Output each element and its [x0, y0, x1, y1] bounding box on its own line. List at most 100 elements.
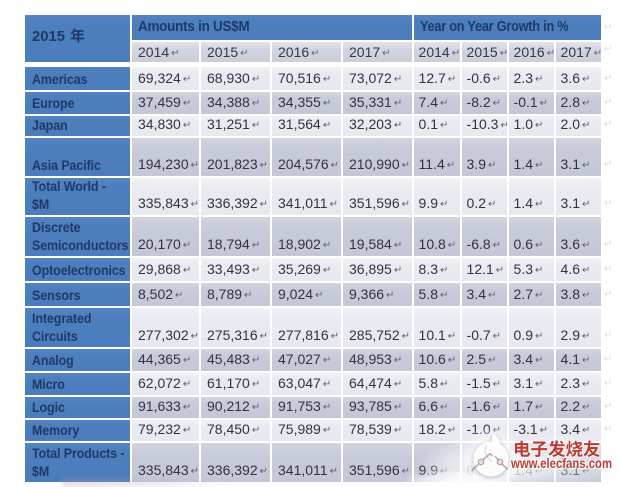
growth-value: 1.0	[513, 116, 534, 132]
cell-end-mark: ↵	[440, 379, 449, 390]
growth-cell: 0.6 ↵	[509, 217, 555, 256]
growth-value: -1.6	[466, 398, 491, 414]
growth-value: 12.7	[418, 70, 446, 86]
amount-value: 33,493	[207, 261, 250, 277]
amount-cell: 61,170 ↵	[201, 373, 270, 395]
amount-value: 341,011	[278, 462, 328, 478]
cell-end-mark: ↵	[488, 290, 497, 301]
cell-end-mark: ↵	[259, 466, 268, 477]
cell-end-mark: ↵	[401, 331, 410, 342]
amount-cell: 341,011 ↵	[272, 443, 341, 482]
cell-end-mark: ↵	[322, 265, 332, 276]
amount-value: 31,564	[278, 116, 321, 132]
amount-cell: 90,212 ↵	[201, 397, 270, 418]
table-row: Asia Pacific 194,230 ↵ 201,823 ↵ 204,576 ↵ 210,…	[25, 138, 602, 176]
amount-value: 285,752	[349, 327, 400, 343]
growth-value: 1.4	[513, 195, 534, 211]
cell-end-mark: ↵	[315, 290, 324, 301]
amount-cell: 9,366 ↵	[343, 283, 413, 306]
cell-end-mark: ↵	[447, 355, 457, 366]
row-label-text: Total World - $M	[32, 178, 106, 212]
growth-cell: 18.2 ↵	[414, 420, 461, 441]
row-end-mark: ↵	[604, 22, 613, 33]
cell-end-mark: ↵	[535, 379, 544, 390]
cell-end-mark: ↵	[401, 160, 410, 171]
amount-value: 20,170	[138, 236, 181, 252]
growth-value: 3.4	[513, 351, 534, 367]
row-label-text: Memory	[32, 421, 80, 438]
growth-value: 3.1	[560, 156, 581, 172]
row-end-mark: ↵	[604, 119, 613, 130]
growth-cell: 1.7 ↵	[509, 397, 555, 418]
growth-value: 12.1	[466, 261, 494, 277]
cell-end-mark: ↵	[500, 120, 508, 131]
amount-value: 64,474	[349, 375, 392, 391]
amount-cell: 29,868 ↵	[132, 258, 199, 281]
year-label: 2016	[513, 44, 545, 60]
cell-end-mark: ↵	[488, 199, 497, 210]
growth-value: 0.1	[418, 116, 439, 132]
amount-value: 61,170	[207, 375, 250, 391]
table-row: Discrete Semiconductors 20,170 ↵ 18,794 ↵ 18,…	[25, 217, 602, 256]
amount-value: 351,596	[349, 195, 400, 211]
row-label: Japan	[25, 116, 130, 136]
amount-value: 9,024	[278, 286, 314, 302]
growth-value: 4.1	[560, 351, 581, 367]
amount-cell: 36,895 ↵	[343, 258, 413, 281]
cell-end-mark: ↵	[182, 74, 192, 85]
cell-end-mark: ↵	[182, 98, 192, 109]
cell-end-mark: ↵	[582, 160, 591, 171]
growth-cell: 12.7 ↵	[414, 67, 461, 90]
year-column-header: 2014 ↵	[414, 42, 461, 62]
growth-value: 1.4	[513, 462, 534, 478]
amount-value: 201,823	[207, 156, 258, 172]
table-row: Total World - $M 335,843 ↵ 336,392 ↵ 341,011 ↵…	[25, 178, 602, 215]
growth-cell: 2.2 ↵	[556, 397, 602, 418]
amount-cell: 48,953 ↵	[343, 349, 413, 371]
cell-end-mark: ↵	[535, 331, 544, 342]
row-end-mark: ↵	[604, 73, 613, 84]
amount-cell: 277,302 ↵	[132, 308, 199, 347]
cell-end-mark: ↵	[492, 74, 502, 85]
amount-value: 210,990	[349, 156, 400, 172]
amount-cell: 20,170 ↵	[132, 217, 199, 256]
growth-value: 8.3	[418, 261, 439, 277]
amount-cell: 78,450 ↵	[201, 420, 270, 441]
growth-cell: 12.1 ↵	[462, 258, 508, 281]
amount-value: 34,830	[138, 116, 181, 132]
growth-cell: 10.1 ↵	[414, 308, 461, 347]
growth-value: 0.6	[513, 236, 534, 252]
growth-cell: 3.8 ↵	[556, 283, 602, 306]
table-row: Japan 34,830 ↵ 31,251 ↵ 31,564 ↵ 32,203 ↵ 0.1 ↵ -10…	[25, 116, 602, 136]
amount-cell: 33,493 ↵	[201, 258, 270, 281]
row-end-mark: ↵	[604, 159, 613, 170]
growth-cell: 3.1 ↵	[556, 178, 602, 215]
amount-value: 351,596	[349, 462, 400, 478]
cell-end-mark: ↵	[322, 402, 332, 413]
cell-end-mark: ↵	[240, 48, 249, 59]
amount-value: 73,072	[349, 70, 392, 86]
amount-cell: 285,752 ↵	[343, 308, 413, 347]
table-row: Sensors 8,502 ↵ 8,789 ↵ 9,024 ↵ 9,366 ↵ 5.8 ↵ 3.4 ↵ 2…	[25, 283, 602, 306]
row-label: Total Products - $M	[25, 443, 130, 482]
amount-value: 37,459	[138, 94, 181, 110]
amount-cell: 336,392 ↵	[201, 178, 270, 215]
cell-end-mark: ↵	[251, 379, 261, 390]
growth-group-header: Year on Year Growth in %	[414, 15, 602, 40]
semiconductor-market-table: 2015 Amounts in US$M Year on Year Growth…	[23, 13, 603, 484]
amount-cell: 34,355 ↵	[272, 92, 341, 114]
growth-cell: 10.6 ↵	[414, 349, 461, 371]
cell-end-mark: ↵	[171, 48, 180, 59]
amount-cell: 210,990 ↵	[343, 138, 413, 176]
growth-value: 3.4	[466, 286, 487, 302]
growth-cell: -8.2 ↵	[462, 92, 508, 114]
cell-end-mark: ↵	[182, 355, 192, 366]
row-label-text: Americas	[32, 70, 88, 87]
growth-value: 3.1	[560, 462, 581, 478]
row-label-text: Analog	[32, 351, 74, 368]
cell-end-mark: ↵	[535, 120, 544, 131]
amount-cell: 44,365 ↵	[132, 349, 199, 371]
growth-cell: 1.4 ↵	[509, 178, 555, 215]
amount-value: 341,011	[278, 195, 328, 211]
growth-value: 3.1	[560, 195, 581, 211]
